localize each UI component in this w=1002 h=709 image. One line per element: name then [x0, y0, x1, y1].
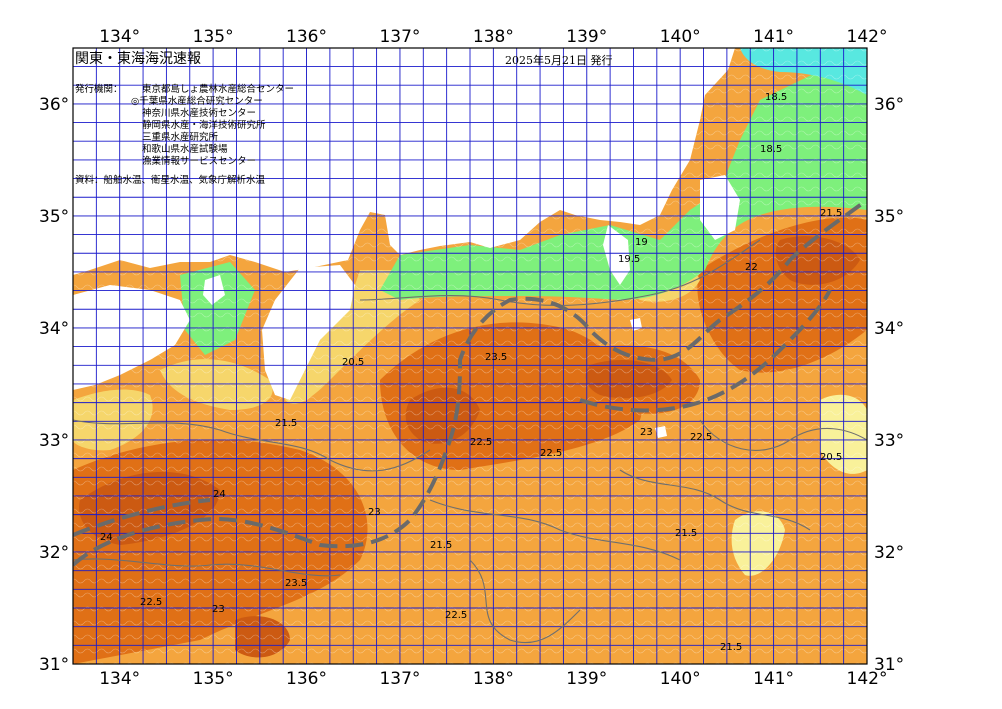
isotherm-line	[359, 239, 761, 307]
boso-peninsula	[700, 175, 740, 240]
kuroshio-axis-line	[579, 289, 832, 413]
lat-label-left: 33°	[39, 431, 69, 451]
longitude-labels-bottom: 134° 135° 136° 137° 138° 139° 140° 141° 142°	[99, 669, 887, 689]
kuroshio-axis	[73, 198, 867, 567]
lat-label-left: 31°	[39, 655, 69, 675]
lat-label-right: 35°	[874, 207, 904, 227]
lon-label-top: 134°	[99, 27, 140, 47]
isotherm-label: 19.5	[618, 254, 640, 265]
lat-label-right: 33°	[874, 431, 904, 451]
data-source-note: 資料：船舶水温、衛星水温、気象庁解析水温	[75, 174, 266, 186]
lon-label-bottom: 134°	[99, 669, 140, 689]
lon-label-bottom: 136°	[286, 669, 327, 689]
isotherm-labels: 21.5 21.5 23.5 23.5 21.5 22.5 24 23 22.5…	[100, 92, 842, 653]
isotherm-label: 18.5	[765, 92, 787, 103]
lon-label-bottom: 140°	[660, 669, 701, 689]
lon-label-bottom: 139°	[566, 669, 607, 689]
issuer-item: 東京都島しょ農林水産総合センター	[142, 83, 294, 95]
lat-label-right: 36°	[874, 95, 904, 115]
issuer-item: 神奈川県水産技術センター	[142, 107, 256, 119]
isotherm-label: 22.5	[140, 597, 162, 608]
issuer-item: 和歌山県水産試験場	[142, 143, 228, 155]
issuer-item: ◎千葉県水産総合研究センター	[131, 95, 263, 107]
awaji-island	[203, 275, 225, 305]
isotherm-label: 21.5	[820, 208, 842, 219]
lat-label-left: 35°	[39, 207, 69, 227]
isotherm-label: 22.5	[540, 448, 562, 459]
issuer-label: 発行機関：	[75, 83, 123, 95]
isotherm-label: 23	[640, 427, 653, 438]
latitude-labels-left: 36° 35° 34° 33° 32° 31°	[39, 95, 69, 675]
lon-label-top: 142°	[847, 27, 888, 47]
lat-label-left: 32°	[39, 543, 69, 563]
shikoku	[73, 285, 190, 390]
lon-label-top: 139°	[566, 27, 607, 47]
isotherm-label: 21.5	[720, 642, 742, 653]
isotherm-label: 24	[100, 532, 113, 543]
kii-peninsula	[262, 265, 355, 400]
issuer-item: 静岡県水産・海洋技術研究所	[142, 119, 266, 131]
isotherm-label: 22	[745, 262, 758, 273]
lon-label-bottom: 138°	[473, 669, 514, 689]
map-plot-area: 21.5 21.5 23.5 23.5 21.5 22.5 24 23 22.5…	[73, 48, 867, 664]
isotherm-line	[619, 469, 811, 531]
minor-grid	[73, 48, 867, 664]
kuroshio-axis-line	[73, 498, 211, 537]
isotherm-label: 22.5	[690, 432, 712, 443]
isotherm-label: 24	[213, 489, 226, 500]
isotherm-label: 21.5	[275, 418, 297, 429]
isotherm-line	[73, 419, 431, 472]
issuer-block: 発行機関： 東京都島しょ農林水産総合センター ◎千葉県水産総合研究センター 神奈…	[75, 83, 294, 186]
isotherm-label: 23.5	[485, 352, 507, 363]
isotherm-label: 20.5	[342, 357, 364, 368]
longitude-labels-top: 134° 135° 136° 137° 138° 139° 140° 141° 142°	[99, 27, 887, 47]
isotherm-line	[469, 559, 581, 644]
isotherm-label: 21.5	[675, 528, 697, 539]
miyake-island	[655, 426, 667, 438]
honshu-land	[73, 48, 735, 275]
lon-label-bottom: 142°	[847, 669, 888, 689]
lat-label-right: 32°	[874, 543, 904, 563]
isotherms	[73, 239, 867, 644]
lon-label-top: 138°	[473, 27, 514, 47]
issuer-item: 漁業情報サービスセンター	[142, 155, 256, 167]
kuroshio-axis-line	[73, 198, 867, 567]
lat-label-left: 36°	[39, 95, 69, 115]
lon-label-bottom: 137°	[379, 669, 420, 689]
isotherm-label: 22.5	[445, 610, 467, 621]
lon-label-top: 141°	[753, 27, 794, 47]
isotherm-label: 23	[368, 507, 381, 518]
plot-frame	[72, 47, 868, 665]
isotherm-line	[73, 558, 341, 577]
lon-label-bottom: 141°	[753, 669, 794, 689]
isotherm-line	[699, 419, 867, 451]
isotherm-label: 21.5	[430, 540, 452, 551]
issue-date: 2025年5月21日 発行	[505, 53, 613, 67]
lat-label-left: 34°	[39, 319, 69, 339]
isotherm-label: 20.5	[820, 452, 842, 463]
lon-label-top: 135°	[193, 27, 234, 47]
land	[73, 48, 740, 438]
map-title: 関東・東海海況速報	[75, 51, 201, 67]
issuer-item: 三重県水産研究所	[142, 131, 219, 143]
lon-label-top: 137°	[379, 27, 420, 47]
isotherm-label: 23	[212, 604, 225, 615]
lon-label-bottom: 135°	[193, 669, 234, 689]
isotherm-label: 22.5	[470, 437, 492, 448]
lon-label-top: 136°	[286, 27, 327, 47]
lat-label-right: 34°	[874, 319, 904, 339]
lat-label-right: 31°	[874, 655, 904, 675]
lon-label-top: 140°	[660, 27, 701, 47]
isotherm-label: 23.5	[285, 578, 307, 589]
latitude-labels-right: 36° 35° 34° 33° 32° 31°	[874, 95, 904, 675]
isotherm-label: 19	[635, 237, 648, 248]
isotherm-label: 18.5	[760, 144, 782, 155]
isotherm-line	[429, 499, 681, 561]
